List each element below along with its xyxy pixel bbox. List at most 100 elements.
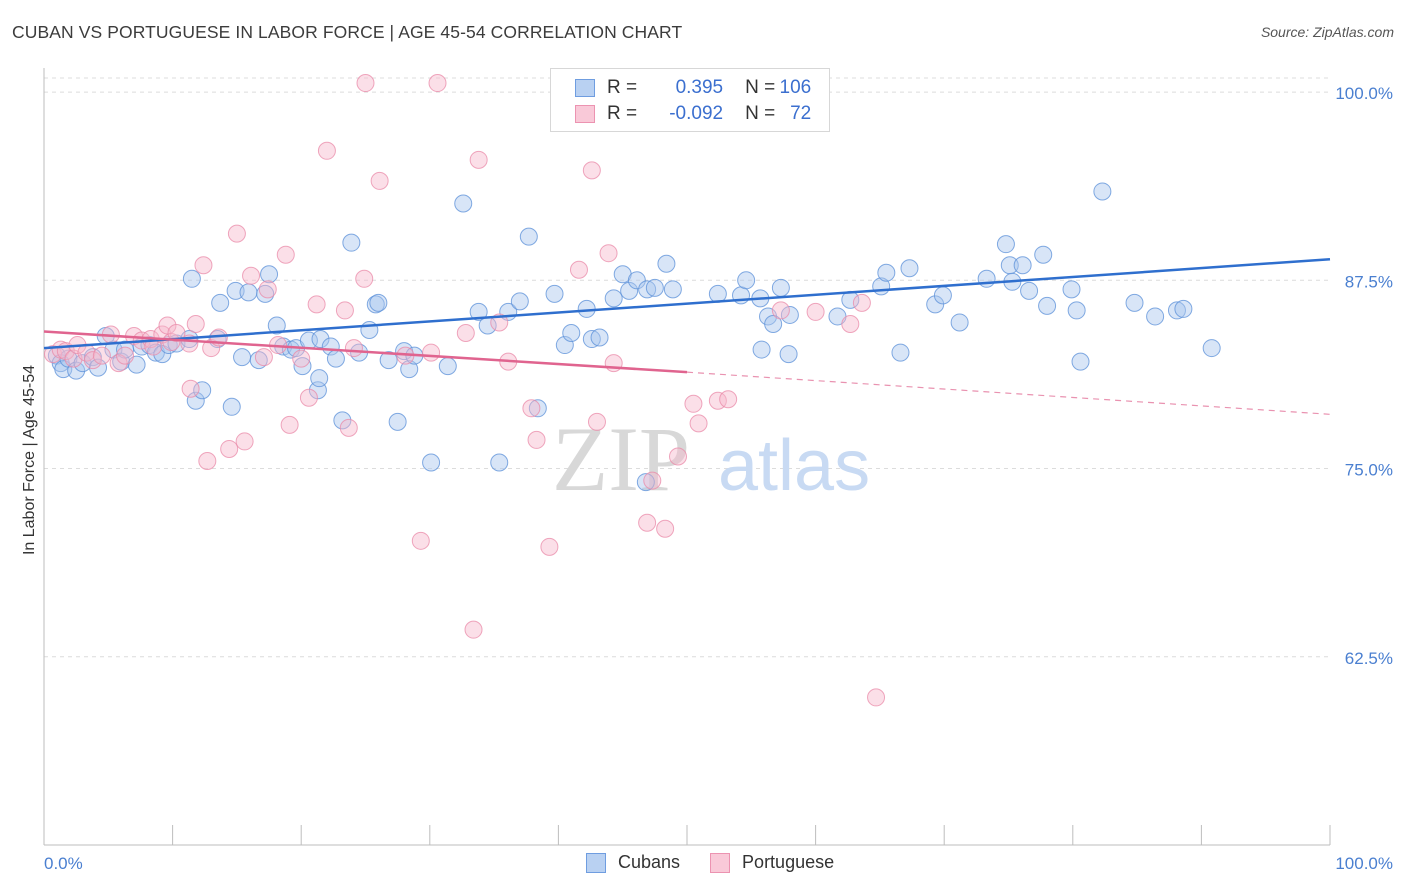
data-point bbox=[428, 74, 447, 93]
axes bbox=[43, 68, 1331, 846]
data-point bbox=[891, 343, 910, 362]
x-tick-labels: 0.0% 100.0% bbox=[44, 854, 1393, 873]
data-point bbox=[996, 235, 1015, 254]
data-point bbox=[719, 390, 738, 409]
data-point bbox=[764, 314, 783, 333]
x-tick-label: 100.0% bbox=[1335, 854, 1393, 873]
data-point bbox=[249, 351, 268, 370]
data-point bbox=[562, 324, 581, 343]
data-point bbox=[335, 301, 354, 320]
data-point bbox=[1202, 339, 1221, 358]
data-point bbox=[379, 351, 398, 370]
data-point bbox=[307, 295, 326, 314]
data-point bbox=[599, 244, 618, 263]
legend-item-portuguese[interactable]: Portuguese bbox=[710, 852, 834, 873]
watermark: ZIP atlas bbox=[552, 408, 870, 510]
data-point bbox=[83, 351, 102, 370]
data-point bbox=[317, 141, 336, 160]
y-tick-label: 75.0% bbox=[1345, 461, 1393, 480]
data-point bbox=[620, 281, 639, 300]
series-cubans bbox=[47, 182, 1221, 492]
legend-r-key: R = bbox=[607, 103, 638, 124]
data-point bbox=[1062, 280, 1081, 299]
watermark-atlas: atlas bbox=[718, 426, 870, 506]
data-point bbox=[933, 286, 952, 305]
series-legend: Cubans Portuguese bbox=[586, 852, 864, 873]
data-point bbox=[109, 354, 128, 373]
data-point bbox=[182, 269, 201, 288]
y-tick-label: 87.5% bbox=[1345, 272, 1393, 291]
data-point bbox=[342, 233, 361, 252]
data-point bbox=[333, 411, 352, 430]
data-point bbox=[569, 260, 588, 279]
data-point bbox=[771, 301, 790, 320]
data-point bbox=[464, 620, 483, 639]
data-point bbox=[260, 265, 279, 284]
legend-n-value: 72 bbox=[790, 103, 812, 124]
legend-r-value: -0.092 bbox=[669, 103, 724, 124]
data-point bbox=[211, 293, 230, 312]
data-point bbox=[708, 284, 727, 303]
data-point bbox=[299, 388, 318, 407]
data-point bbox=[806, 302, 825, 321]
legend-row-cubans: R = 0.395 N = 106 bbox=[575, 76, 811, 100]
data-point bbox=[326, 349, 345, 368]
data-point bbox=[737, 271, 756, 290]
data-point bbox=[587, 412, 606, 431]
data-point bbox=[668, 447, 687, 466]
source-note: Source: ZipAtlas.com bbox=[1260, 24, 1394, 40]
data-point bbox=[643, 471, 662, 490]
legend-row-portuguese: R = -0.092 N = 72 bbox=[575, 102, 811, 126]
data-point bbox=[510, 292, 529, 311]
data-point bbox=[226, 281, 245, 300]
data-point bbox=[1146, 307, 1165, 326]
data-point bbox=[254, 348, 273, 367]
legend-swatch-portuguese bbox=[575, 105, 595, 123]
data-point bbox=[411, 531, 430, 550]
data-point bbox=[528, 399, 547, 418]
data-point bbox=[684, 394, 703, 413]
series-portuguese bbox=[44, 74, 886, 707]
data-point bbox=[202, 339, 221, 358]
data-point bbox=[638, 280, 657, 299]
data-point bbox=[67, 361, 86, 380]
data-point bbox=[153, 345, 172, 364]
data-point bbox=[663, 280, 682, 299]
legend-n-key: N = bbox=[745, 103, 776, 124]
data-point bbox=[344, 339, 363, 358]
data-point bbox=[116, 346, 135, 365]
data-point bbox=[841, 314, 860, 333]
data-point bbox=[422, 453, 441, 472]
data-point bbox=[258, 280, 277, 299]
data-point bbox=[222, 397, 241, 416]
y-tick-label: 100.0% bbox=[1335, 84, 1393, 103]
data-point bbox=[276, 245, 295, 264]
y-axis-label: In Labor Force | Age 45-54 bbox=[21, 365, 38, 555]
data-point bbox=[779, 345, 798, 364]
data-point bbox=[388, 412, 407, 431]
legend-item-cubans[interactable]: Cubans bbox=[586, 852, 680, 873]
data-point bbox=[311, 330, 330, 349]
data-point bbox=[292, 349, 311, 368]
data-point bbox=[369, 293, 388, 312]
grid-lines bbox=[44, 77, 1330, 658]
data-point bbox=[456, 324, 475, 343]
data-point bbox=[1034, 245, 1053, 264]
trend-line-cubans bbox=[43, 257, 1331, 350]
data-point bbox=[239, 283, 258, 302]
data-point bbox=[235, 432, 254, 451]
data-point bbox=[867, 688, 886, 707]
data-point bbox=[356, 74, 375, 93]
y-tick-labels: 100.0% 87.5% 75.0% 62.5% bbox=[1335, 84, 1393, 668]
data-point bbox=[438, 357, 457, 376]
data-point bbox=[627, 271, 646, 290]
data-point bbox=[590, 328, 609, 347]
data-point bbox=[689, 414, 708, 433]
data-point bbox=[657, 254, 676, 273]
trend-extension-portuguese bbox=[686, 371, 1331, 415]
data-point bbox=[771, 278, 790, 297]
data-point bbox=[645, 278, 664, 297]
data-point bbox=[1067, 301, 1086, 320]
data-point bbox=[1174, 299, 1193, 318]
